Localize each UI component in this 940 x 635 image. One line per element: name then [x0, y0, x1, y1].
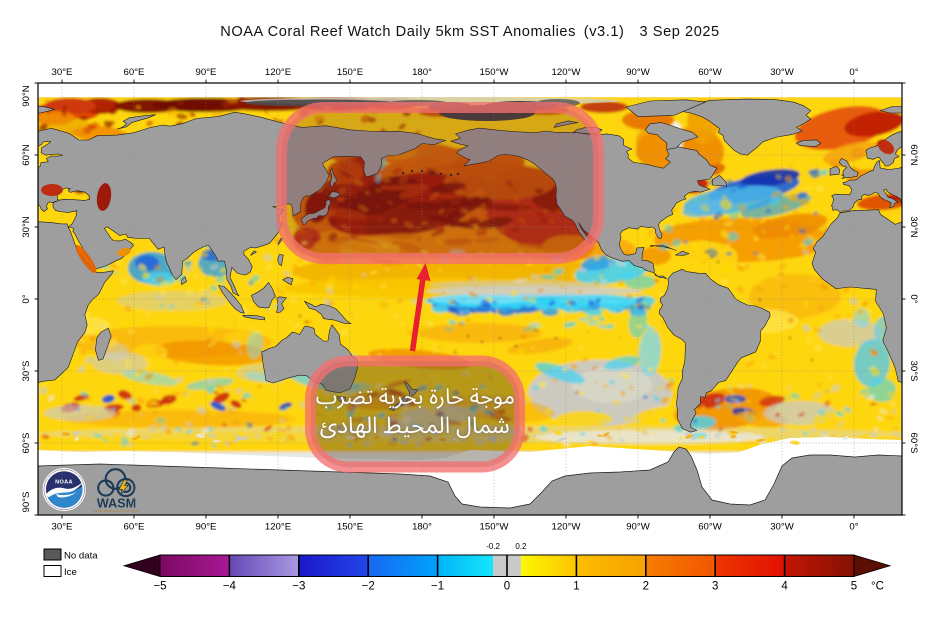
- svg-text:0°: 0°: [21, 294, 32, 303]
- svg-text:120°E: 120°E: [265, 522, 291, 533]
- svg-text:90°N: 90°N: [21, 85, 32, 107]
- svg-text:−5: −5: [153, 581, 166, 593]
- svg-text:60°N: 60°N: [21, 144, 32, 166]
- svg-text:120°W: 120°W: [552, 67, 582, 78]
- svg-text:180°: 180°: [412, 522, 432, 533]
- svg-text:NOAA: NOAA: [55, 480, 73, 486]
- svg-text:90°W: 90°W: [626, 522, 651, 533]
- svg-text:150°W: 150°W: [480, 522, 510, 533]
- svg-text:0.2: 0.2: [515, 542, 527, 551]
- svg-text:30°N: 30°N: [908, 216, 919, 238]
- svg-text:5: 5: [851, 581, 857, 593]
- svg-text:150°E: 150°E: [337, 522, 363, 533]
- svg-text:30°W: 30°W: [770, 67, 795, 78]
- svg-text:120°E: 120°E: [265, 67, 291, 78]
- svg-text:30°E: 30°E: [52, 67, 73, 78]
- svg-text:60°N: 60°N: [908, 144, 919, 166]
- svg-text:0: 0: [504, 581, 510, 593]
- svg-text:90°E: 90°E: [196, 522, 217, 533]
- svg-text:90°E: 90°E: [196, 67, 217, 78]
- svg-text:No data: No data: [64, 551, 98, 562]
- svg-text:−2: −2: [362, 581, 375, 593]
- svg-text:60°W: 60°W: [698, 522, 723, 533]
- svg-text:−1: −1: [431, 581, 444, 593]
- svg-text:60°E: 60°E: [124, 67, 145, 78]
- svg-text:180°: 180°: [412, 67, 432, 78]
- svg-text:60°S: 60°S: [908, 433, 919, 454]
- svg-text:30°S: 30°S: [21, 361, 32, 382]
- svg-text:NOAA Coral Reef Watch Daily 5k: NOAA Coral Reef Watch Daily 5km SST Anom…: [220, 24, 719, 40]
- svg-text:Ice: Ice: [64, 567, 77, 578]
- svg-text:−4: −4: [223, 581, 237, 593]
- svg-text:150°W: 150°W: [480, 67, 510, 78]
- svg-text:1: 1: [573, 581, 579, 593]
- svg-text:WASM: WASM: [97, 497, 136, 511]
- svg-text:°C: °C: [871, 581, 884, 593]
- svg-text:30°W: 30°W: [770, 522, 795, 533]
- svg-text:150°E: 150°E: [337, 67, 363, 78]
- svg-text:0°: 0°: [849, 522, 858, 533]
- svg-text:3: 3: [712, 581, 718, 593]
- svg-text:60°S: 60°S: [21, 433, 32, 454]
- svg-text:30°S: 30°S: [908, 361, 919, 382]
- svg-text:120°W: 120°W: [552, 522, 582, 533]
- svg-text:4: 4: [781, 581, 788, 593]
- svg-text:0°: 0°: [849, 67, 858, 78]
- svg-text:90°W: 90°W: [626, 67, 651, 78]
- svg-text:30°E: 30°E: [52, 522, 73, 533]
- svg-text:−3: −3: [292, 581, 305, 593]
- svg-text:60°E: 60°E: [124, 522, 145, 533]
- svg-text:30°N: 30°N: [21, 216, 32, 238]
- svg-text:90°S: 90°S: [21, 492, 32, 513]
- svg-text:WWW.WASM-EDUCATION.COM: WWW.WASM-EDUCATION.COM: [94, 510, 138, 513]
- svg-text:60°W: 60°W: [698, 67, 723, 78]
- svg-text:2: 2: [643, 581, 649, 593]
- svg-text:-0.2: -0.2: [486, 542, 500, 551]
- svg-text:0°: 0°: [908, 294, 919, 303]
